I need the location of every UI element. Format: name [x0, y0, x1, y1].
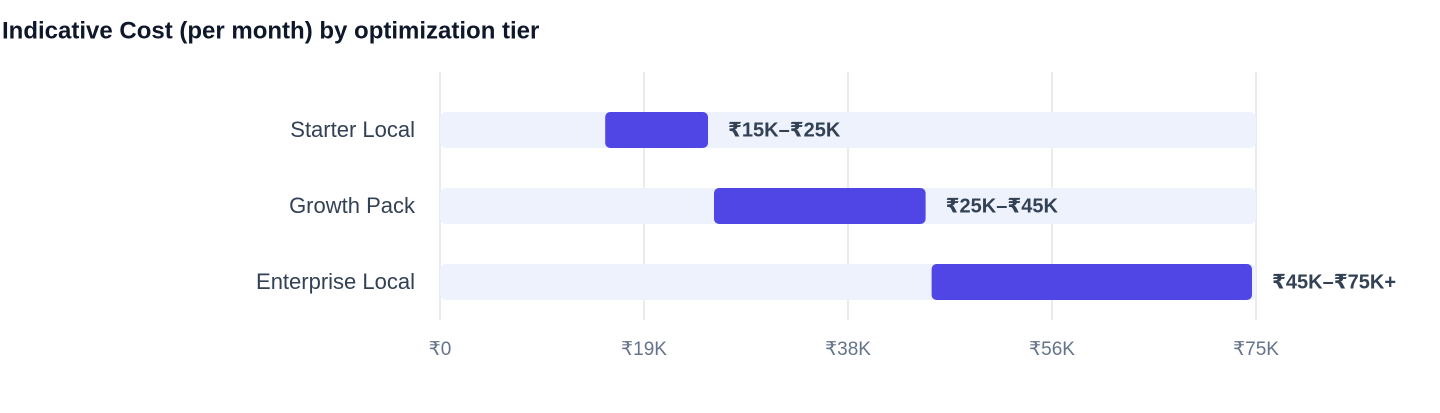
track	[440, 112, 1256, 148]
value-label: ₹25K–₹45K	[946, 195, 1059, 217]
range-bar	[931, 264, 1252, 300]
range-bar	[714, 188, 926, 224]
value-label: ₹45K–₹75K+	[1272, 271, 1396, 293]
x-tick-label: ₹56K	[1029, 339, 1075, 360]
y-tick-label: Growth Pack	[289, 193, 416, 218]
x-tick-label: ₹19K	[621, 339, 667, 360]
x-tick-label: ₹38K	[825, 339, 871, 360]
x-tick-label: ₹75K	[1233, 339, 1279, 360]
y-tick-label: Enterprise Local	[256, 269, 415, 294]
x-tick-label: ₹0	[429, 339, 452, 360]
range-bar	[605, 112, 708, 148]
value-label: ₹15K–₹25K	[728, 119, 841, 141]
y-tick-label: Starter Local	[290, 117, 415, 142]
chart-title: Indicative Cost (per month) by optimizat…	[2, 17, 539, 44]
